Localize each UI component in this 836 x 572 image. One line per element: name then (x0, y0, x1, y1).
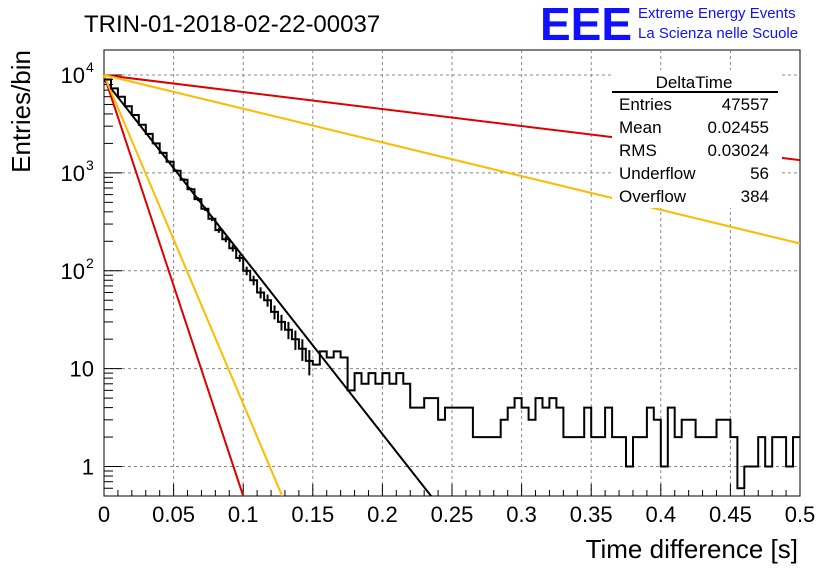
x-tick-label: 0.25 (431, 502, 474, 527)
stats-label: Entries (619, 95, 672, 114)
y-axis-label: Entries/bin (6, 50, 36, 173)
x-tick-label: 0.35 (570, 502, 613, 527)
logo-line-2: La Scienza nelle Scuole (638, 25, 798, 42)
fit-line-1 (103, 74, 245, 497)
x-tick-labels: 0 0.05 0.1 0.15 0.2 0.25 0.3 0.35 0.4 0.45 0.5 (98, 502, 815, 527)
x-tick-label: 0.2 (367, 502, 398, 527)
y-tick-label: 1 (82, 455, 94, 480)
x-tick-label: 0.15 (291, 502, 334, 527)
stats-title: DeltaTime (656, 73, 733, 92)
x-tick-label: 0.1 (228, 502, 259, 527)
y-tick-exponent: 2 (86, 255, 94, 271)
stats-value: 47557 (722, 95, 769, 114)
logo-line-1: Extreme Energy Events (638, 5, 796, 22)
stats-value: 0.03024 (708, 141, 769, 160)
histogram (104, 78, 800, 490)
x-tick-label: 0.45 (709, 502, 752, 527)
x-tick-label: 0 (98, 502, 110, 527)
y-tick-label: 10 (61, 161, 85, 186)
fit-line-4 (103, 74, 801, 245)
y-tick-label: 10 (61, 259, 85, 284)
x-axis-label: Time difference [s] (586, 534, 798, 564)
x-tick-label: 0.4 (646, 502, 677, 527)
stats-label: Mean (619, 118, 662, 137)
stats-label: Overflow (619, 187, 687, 206)
stats-label: Underflow (619, 164, 696, 183)
run-title: TRIN-01-2018-02-22-00037 (84, 11, 380, 38)
eee-logo: EEE Extreme Energy Events La Scienza nel… (540, 0, 798, 50)
x-tick-label: 0.05 (152, 502, 195, 527)
x-tick-label: 0.3 (506, 502, 537, 527)
fit-line-3 (103, 74, 284, 497)
y-tick-exponent: 4 (86, 59, 94, 75)
x-tick-label: 0.5 (785, 502, 816, 527)
fit-line-0 (103, 78, 432, 497)
logo-text: EEE (540, 0, 632, 50)
stats-value: 0.02455 (708, 118, 769, 137)
y-tick-exponent: 3 (86, 157, 94, 173)
y-tick-label: 10 (61, 63, 85, 88)
stats-box: DeltaTime Entries 47557 Mean 0.02455 RMS 0.03… (612, 70, 782, 208)
stats-value: 384 (741, 187, 769, 206)
stats-label: RMS (619, 141, 657, 160)
y-tick-label: 10 (70, 357, 94, 382)
stats-value: 56 (750, 164, 769, 183)
